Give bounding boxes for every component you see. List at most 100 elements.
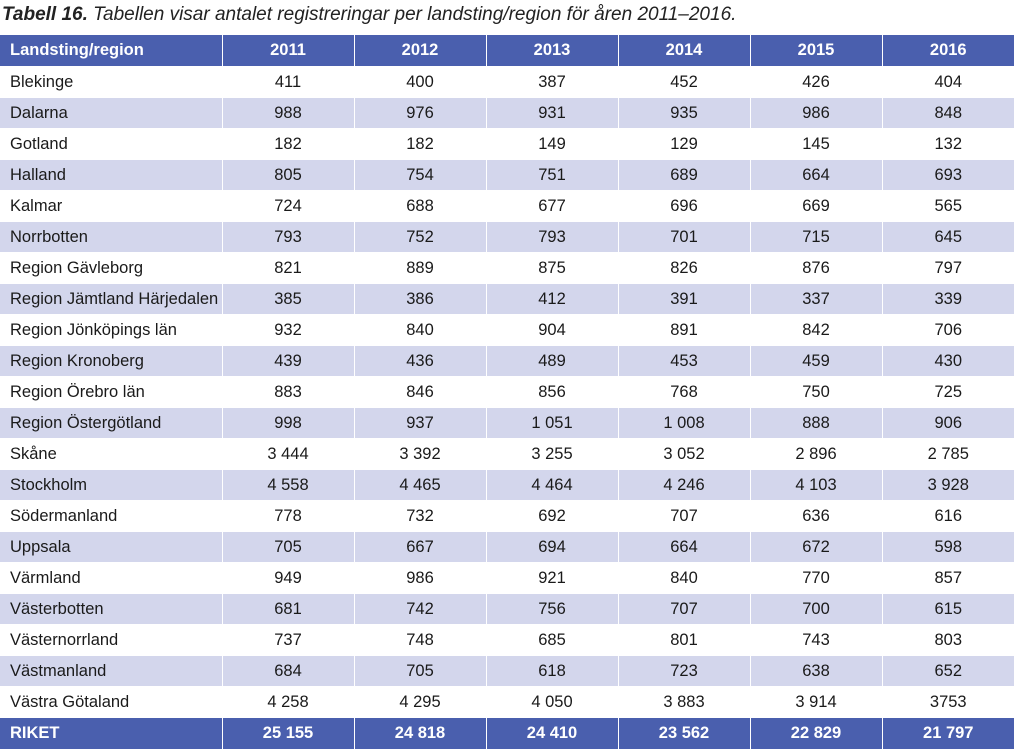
value-cell: 949 <box>222 562 355 594</box>
region-name-cell: Skåne <box>0 438 223 470</box>
value-cell: 756 <box>486 593 619 625</box>
value-cell: 2 896 <box>750 438 883 470</box>
value-cell: 4 295 <box>354 686 487 718</box>
value-cell: 889 <box>354 252 487 284</box>
value-cell: 459 <box>750 345 883 377</box>
value-cell: 4 465 <box>354 469 487 501</box>
value-cell: 976 <box>354 97 487 129</box>
table-row: Västra Götaland 4 258 4 295 4 050 3 883 3 914… <box>0 686 1014 718</box>
value-cell: 672 <box>750 531 883 563</box>
table-caption: Tabell 16. Tabellen visar antalet regist… <box>2 4 736 26</box>
total-value-cell: 22 829 <box>750 717 883 749</box>
value-cell: 667 <box>354 531 487 563</box>
table-row: Norrbotten 793 752 793 701 715 645 <box>0 221 1014 253</box>
value-cell: 793 <box>222 221 355 253</box>
region-name-cell: Södermanland <box>0 500 223 532</box>
value-cell: 723 <box>618 655 751 687</box>
value-cell: 768 <box>618 376 751 408</box>
value-cell: 616 <box>882 500 1014 532</box>
value-cell: 452 <box>618 66 751 98</box>
region-name-cell: Stockholm <box>0 469 223 501</box>
table-header-row: Landsting/region 2011 2012 2013 2014 2015 2016 <box>0 35 1014 67</box>
value-cell: 337 <box>750 283 883 315</box>
value-cell: 385 <box>222 283 355 315</box>
caption-label: Tabell 16. <box>2 4 88 25</box>
total-value-cell: 24 410 <box>486 717 619 749</box>
region-name-cell: Gotland <box>0 128 223 160</box>
table-row: Uppsala 705 667 694 664 672 598 <box>0 531 1014 563</box>
value-cell: 826 <box>618 252 751 284</box>
value-cell: 664 <box>750 159 883 191</box>
value-cell: 664 <box>618 531 751 563</box>
value-cell: 793 <box>486 221 619 253</box>
value-cell: 694 <box>486 531 619 563</box>
total-label-cell: RIKET <box>0 717 223 749</box>
table-row: Södermanland 778 732 692 707 636 616 <box>0 500 1014 532</box>
value-cell: 803 <box>882 624 1014 656</box>
value-cell: 386 <box>354 283 487 315</box>
value-cell: 724 <box>222 190 355 222</box>
value-cell: 391 <box>618 283 751 315</box>
value-cell: 840 <box>618 562 751 594</box>
table-row: Halland 805 754 751 689 664 693 <box>0 159 1014 191</box>
value-cell: 4 258 <box>222 686 355 718</box>
value-cell: 182 <box>222 128 355 160</box>
column-header-year: 2011 <box>222 35 355 67</box>
value-cell: 439 <box>222 345 355 377</box>
table-row: Region Jönköpings län 932 840 904 891 842 706 <box>0 314 1014 346</box>
value-cell: 132 <box>882 128 1014 160</box>
value-cell: 430 <box>882 345 1014 377</box>
value-cell: 692 <box>486 500 619 532</box>
region-name-cell: Region Östergötland <box>0 407 223 439</box>
region-name-cell: Region Jönköpings län <box>0 314 223 346</box>
total-row: RIKET 25 155 24 818 24 410 23 562 22 829 21 79… <box>0 717 1014 749</box>
value-cell: 636 <box>750 500 883 532</box>
value-cell: 4 103 <box>750 469 883 501</box>
value-cell: 638 <box>750 655 883 687</box>
region-name-cell: Värmland <box>0 562 223 594</box>
value-cell: 1 051 <box>486 407 619 439</box>
table-row: Kalmar 724 688 677 696 669 565 <box>0 190 1014 222</box>
value-cell: 937 <box>354 407 487 439</box>
value-cell: 149 <box>486 128 619 160</box>
value-cell: 4 246 <box>618 469 751 501</box>
value-cell: 935 <box>618 97 751 129</box>
value-cell: 883 <box>222 376 355 408</box>
value-cell: 921 <box>486 562 619 594</box>
value-cell: 754 <box>354 159 487 191</box>
region-name-cell: Region Gävleborg <box>0 252 223 284</box>
column-header-year: 2013 <box>486 35 619 67</box>
value-cell: 752 <box>354 221 487 253</box>
value-cell: 3 928 <box>882 469 1014 501</box>
value-cell: 875 <box>486 252 619 284</box>
value-cell: 339 <box>882 283 1014 315</box>
value-cell: 842 <box>750 314 883 346</box>
column-header-region: Landsting/region <box>0 35 223 67</box>
value-cell: 888 <box>750 407 883 439</box>
value-cell: 489 <box>486 345 619 377</box>
total-value-cell: 23 562 <box>618 717 751 749</box>
region-name-cell: Västra Götaland <box>0 686 223 718</box>
value-cell: 778 <box>222 500 355 532</box>
value-cell: 685 <box>486 624 619 656</box>
value-cell: 426 <box>750 66 883 98</box>
region-name-cell: Uppsala <box>0 531 223 563</box>
value-cell: 751 <box>486 159 619 191</box>
value-cell: 3 914 <box>750 686 883 718</box>
value-cell: 2 785 <box>882 438 1014 470</box>
value-cell: 436 <box>354 345 487 377</box>
value-cell: 145 <box>750 128 883 160</box>
value-cell: 848 <box>882 97 1014 129</box>
value-cell: 801 <box>618 624 751 656</box>
value-cell: 598 <box>882 531 1014 563</box>
value-cell: 932 <box>222 314 355 346</box>
column-header-year: 2012 <box>354 35 487 67</box>
value-cell: 700 <box>750 593 883 625</box>
value-cell: 725 <box>882 376 1014 408</box>
value-cell: 701 <box>618 221 751 253</box>
value-cell: 696 <box>618 190 751 222</box>
value-cell: 715 <box>750 221 883 253</box>
value-cell: 677 <box>486 190 619 222</box>
value-cell: 669 <box>750 190 883 222</box>
total-value-cell: 21 797 <box>882 717 1014 749</box>
